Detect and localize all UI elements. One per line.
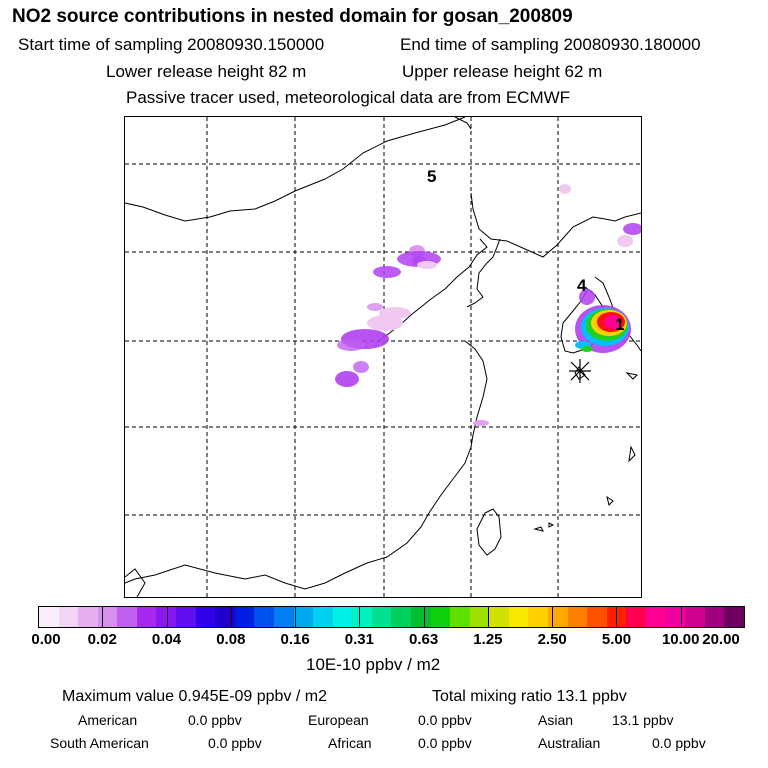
upper-release-height: Upper release height 62 m (402, 62, 603, 81)
colorbar-swatch (489, 607, 509, 627)
colorbar-divider (295, 606, 297, 628)
colorbar-swatch (254, 607, 274, 627)
colorbar-swatch (665, 607, 686, 627)
map-label-5: 5 (427, 167, 436, 186)
colorbar-tick-label: 0.00 (31, 631, 61, 648)
african-value: 0.0 ppbv (418, 735, 472, 751)
colorbar-swatch (39, 607, 59, 627)
map-panel: 5 4 1 (124, 116, 642, 598)
colorbar-swatch (410, 607, 431, 627)
colorbar-swatch (156, 607, 177, 627)
page-title: NO2 source contributions in nested domai… (12, 6, 573, 27)
colorbar-swatch (313, 607, 333, 627)
colorbar-swatch (626, 607, 646, 627)
sampling-start: Start time of sampling 20080930.150000 (18, 35, 325, 54)
colorbar-swatch (469, 607, 490, 627)
colorbar-divider (230, 606, 232, 628)
south-american-label: South American (50, 735, 149, 751)
colorbar-unit: 10E-10 ppbv / m2 (306, 655, 441, 674)
colorbar-tick-label: 0.08 (216, 631, 246, 648)
european-value: 0.0 ppbv (418, 712, 472, 728)
colorbar-divider (616, 606, 618, 628)
coastlines (125, 117, 641, 597)
colorbar-swatch (215, 607, 235, 627)
colorbar-swatch (352, 607, 372, 627)
colorbar-divider (359, 606, 361, 628)
colorbar-swatch (450, 607, 470, 627)
colorbar-swatch (391, 607, 411, 627)
colorbar-divider (423, 606, 425, 628)
colorbar-tick-label: 0.04 (151, 631, 182, 648)
colorbar-swatch (548, 607, 568, 627)
african-label: African (328, 735, 372, 751)
colorbar-tick-label: 0.02 (87, 631, 117, 648)
colorbar-swatch (685, 607, 705, 627)
colorbar-tick-label: 2.50 (537, 631, 567, 648)
colorbar-divider (680, 606, 682, 628)
colorbar-tick-label: 10.00 (661, 631, 700, 648)
colorbar-swatch (587, 607, 607, 627)
tracer-note: Passive tracer used, meteorological data… (126, 88, 571, 107)
european-label: European (308, 712, 369, 728)
map-svg: 5 4 1 (125, 117, 641, 597)
colorbar-swatch (136, 607, 157, 627)
american-label: American (78, 712, 138, 728)
colorbar-swatch (78, 607, 98, 627)
colorbar-swatch (528, 607, 549, 627)
tracer-plumes (335, 184, 641, 426)
colorbar-divider (487, 606, 489, 628)
colorbar-tick-label: 0.16 (280, 631, 310, 648)
colorbar-tick-label: 5.00 (601, 631, 632, 648)
colorbar-tick-label: 0.31 (344, 631, 374, 648)
total-mixing-ratio: Total mixing ratio 13.1 ppbv (432, 688, 627, 705)
american-value: 0.0 ppbv (188, 712, 242, 728)
colorbar-swatch (273, 607, 294, 627)
colorbar-swatch (704, 607, 725, 627)
maximum-value: Maximum value 0.945E-09 ppbv / m2 (62, 688, 328, 705)
south-american-value: 0.0 ppbv (208, 735, 262, 751)
colorbar-swatch (430, 607, 451, 627)
colorbar-swatch (234, 607, 255, 627)
map-label-1: 1 (615, 315, 624, 334)
australian-value: 0.0 ppbv (652, 735, 706, 751)
colorbar-swatch (567, 607, 588, 627)
colorbar-swatch (332, 607, 353, 627)
colorbar-divider (552, 606, 554, 628)
colorbar-swatch (645, 607, 666, 627)
colorbar-swatch (508, 607, 529, 627)
colorbar-swatch (195, 607, 216, 627)
colorbar-divider (166, 606, 168, 628)
colorbar-tick-label: 0.63 (409, 631, 439, 648)
colorbar-swatch (176, 607, 196, 627)
colorbar-tick-label: 1.25 (473, 631, 503, 648)
colorbar-swatch (58, 607, 79, 627)
map-label-4: 4 (577, 276, 587, 295)
colorbar-swatch (293, 607, 314, 627)
colorbar-divider (102, 606, 104, 628)
colorbar-swatch (97, 607, 118, 627)
colorbar-swatch (724, 607, 744, 627)
colorbar-tick-label: 20.00 (702, 631, 740, 648)
australian-label: Australian (538, 735, 601, 751)
asian-value: 13.1 ppbv (612, 712, 674, 728)
sampling-end: End time of sampling 20080930.180000 (400, 35, 701, 54)
asian-label: Asian (538, 712, 574, 728)
sampling-site-marker (569, 359, 591, 383)
colorbar-swatch (117, 607, 137, 627)
colorbar (38, 606, 745, 628)
lower-release-height: Lower release height 82 m (106, 62, 307, 81)
colorbar-swatch (371, 607, 392, 627)
